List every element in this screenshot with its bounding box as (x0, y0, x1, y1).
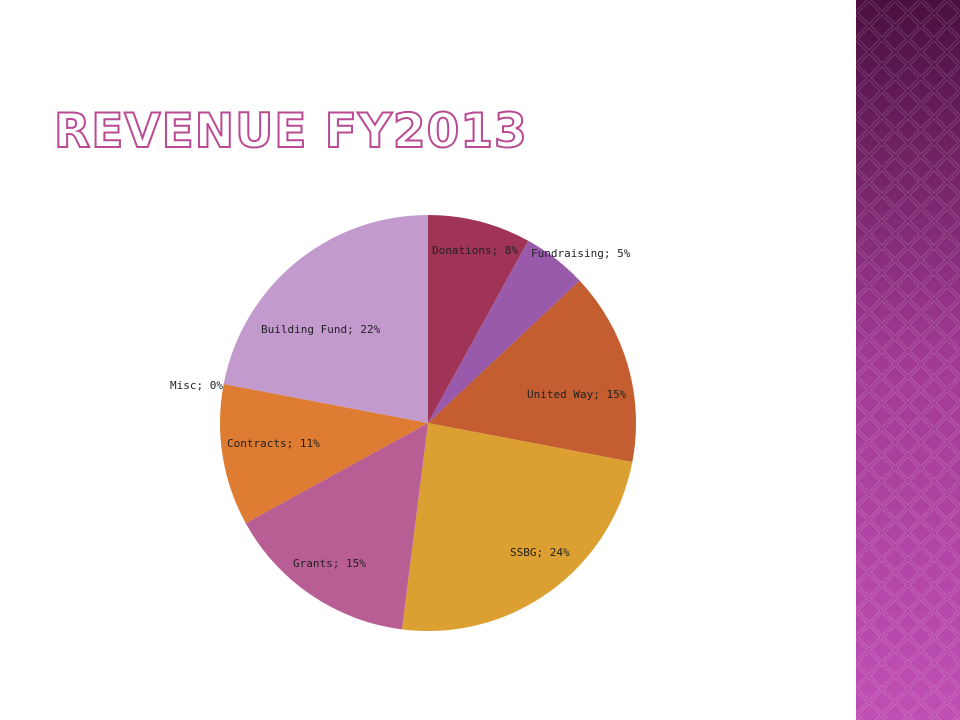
pie-label-building-fund: Building Fund; 22% (261, 323, 381, 336)
pie-label-grants: Grants; 15% (293, 557, 366, 570)
pie-slice-ssbg (401, 423, 633, 632)
slide-title: REVENUE FY2013 (53, 103, 528, 160)
decorative-side-band (856, 0, 960, 720)
pie-label-donations: Donations; 8% (432, 244, 518, 257)
pie-slice-grants (245, 423, 428, 630)
revenue-pie-chart: Donations; 8% Fundraising; 5% United Way; … (170, 215, 637, 632)
pie-slice-united-way (428, 280, 637, 462)
pie-label-fundraising: Fundraising; 5% (531, 247, 631, 260)
pie-labels: Donations; 8% Fundraising; 5% United Way; … (170, 244, 631, 570)
pie-label-ssbg: SSBG; 24% (510, 546, 570, 559)
diamond-pattern (856, 0, 960, 720)
pie-slices (219, 215, 637, 632)
pie-label-misc: Misc; 0% (170, 379, 223, 392)
pie-label-united-way: United Way; 15% (527, 388, 627, 401)
pie-label-contracts: Contracts; 11% (227, 437, 320, 450)
pie-slice-contracts (219, 384, 428, 524)
pie-slice-fundraising (428, 240, 580, 423)
pie-slice-building-fund (223, 215, 428, 423)
pie-slice-donations (428, 215, 529, 423)
